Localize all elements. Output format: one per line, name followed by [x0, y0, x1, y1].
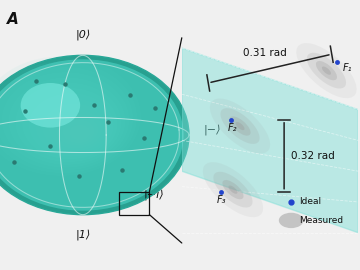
Text: A: A [7, 12, 19, 27]
Circle shape [9, 77, 125, 165]
Circle shape [2, 72, 129, 168]
Ellipse shape [220, 108, 260, 144]
Text: |−⟩: |−⟩ [203, 124, 221, 135]
Text: Ideal: Ideal [299, 197, 321, 207]
Circle shape [0, 56, 141, 176]
Ellipse shape [229, 185, 238, 194]
Circle shape [21, 83, 80, 128]
Circle shape [63, 119, 94, 143]
Text: |0⟩: |0⟩ [75, 30, 90, 40]
Circle shape [56, 114, 98, 146]
Circle shape [69, 124, 91, 140]
Circle shape [36, 98, 110, 154]
Text: |1⟩: |1⟩ [75, 230, 90, 240]
Ellipse shape [203, 162, 263, 217]
Text: 0.31 rad: 0.31 rad [243, 48, 287, 58]
Ellipse shape [316, 61, 337, 80]
Text: 0.32 rad: 0.32 rad [291, 151, 335, 161]
Circle shape [29, 93, 114, 157]
Text: F₂: F₂ [228, 123, 237, 133]
Ellipse shape [229, 116, 251, 136]
Text: F₃: F₃ [217, 195, 226, 205]
Ellipse shape [322, 66, 331, 75]
Ellipse shape [307, 53, 346, 89]
Circle shape [49, 109, 102, 148]
Circle shape [22, 88, 118, 160]
Text: |−i⟩: |−i⟩ [144, 189, 165, 200]
Circle shape [42, 103, 106, 151]
Ellipse shape [235, 122, 244, 130]
Circle shape [0, 55, 189, 215]
Circle shape [15, 83, 122, 162]
Circle shape [0, 62, 137, 173]
Ellipse shape [222, 180, 243, 199]
Text: F₁: F₁ [342, 63, 352, 73]
Ellipse shape [210, 99, 270, 154]
Circle shape [0, 67, 133, 170]
Polygon shape [182, 48, 358, 233]
Ellipse shape [213, 172, 253, 208]
Circle shape [0, 59, 184, 211]
Circle shape [76, 130, 87, 138]
Ellipse shape [296, 43, 357, 98]
Text: Measured: Measured [299, 216, 343, 225]
Bar [119, 192, 149, 215]
Ellipse shape [279, 213, 303, 228]
